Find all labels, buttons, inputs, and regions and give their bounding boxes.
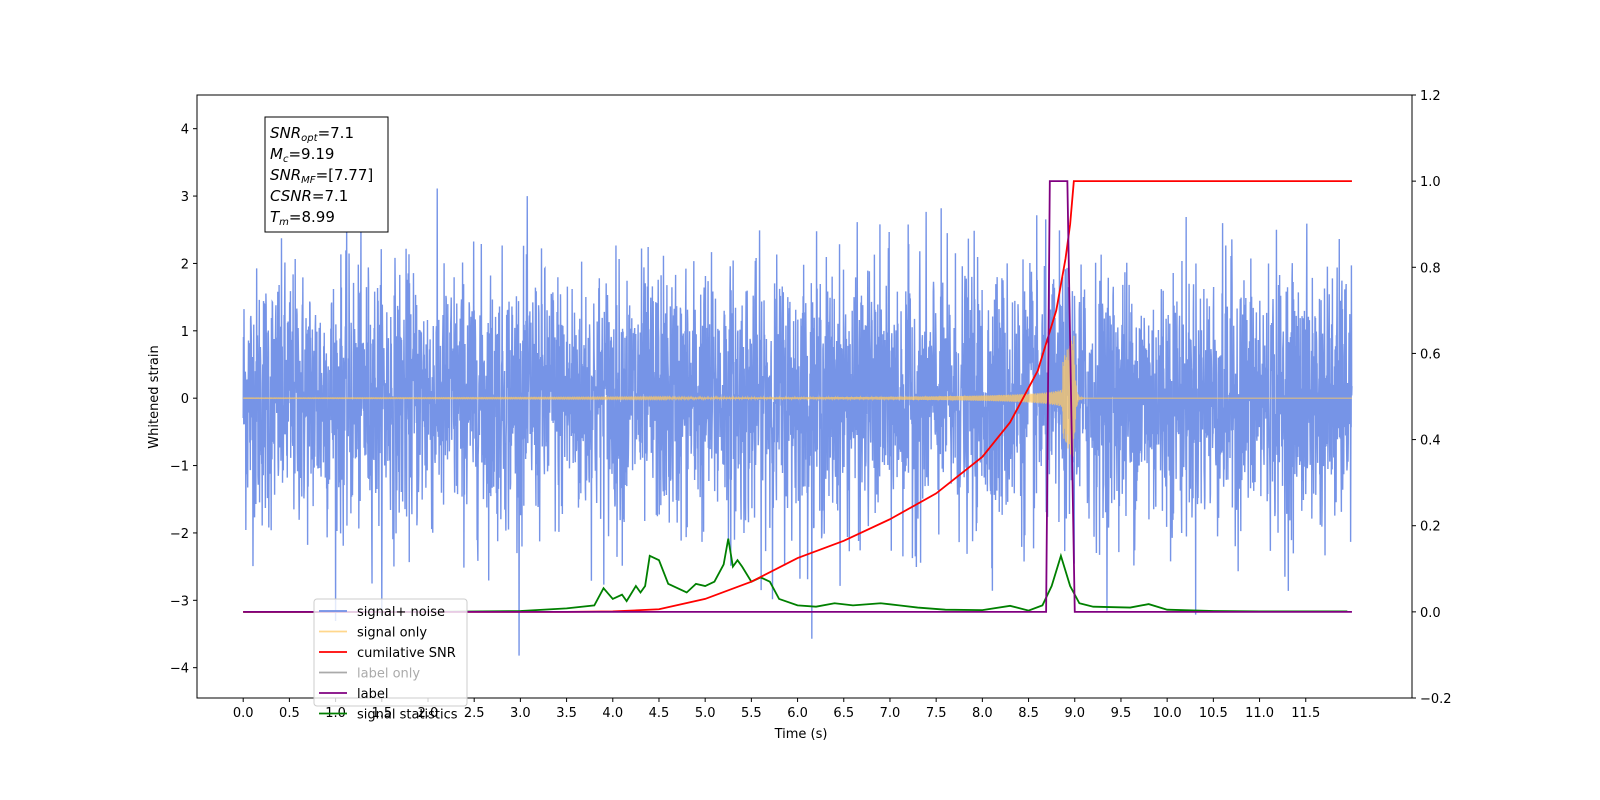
plot-area: [242, 180, 1353, 656]
x-tick-label: 3.0: [510, 706, 531, 721]
y-tick-label: 2: [181, 257, 189, 272]
info-symbol: M: [270, 145, 283, 163]
x-tick-label: 6.0: [787, 706, 808, 721]
y-tick-label: 0: [181, 392, 189, 407]
legend-entry: cumilative SNR: [357, 646, 456, 661]
y-tick-label: −1: [170, 460, 189, 475]
legend-entry: signal+ noise: [357, 605, 445, 620]
x-tick-label: 6.5: [833, 706, 854, 721]
info-subscript: MF: [301, 175, 316, 186]
info-value: =[7.77]: [316, 166, 374, 184]
series-signal-noise: [242, 188, 1353, 656]
series-signal-only: [242, 335, 1352, 457]
y2-tick-label: 0.6: [1420, 347, 1441, 362]
info-subscript: c: [283, 154, 289, 165]
y-tick-label: 4: [181, 123, 189, 138]
series-right-axis: [243, 180, 1352, 613]
y-axis-label: Whitened strain: [147, 345, 162, 448]
info-box-frame: [264, 116, 389, 233]
info-symbol: T: [270, 208, 281, 226]
info-value: =7.1: [318, 124, 354, 142]
y2-tick-label: 0.2: [1420, 520, 1441, 535]
y2-tick-label: 0.0: [1420, 606, 1441, 621]
y-tick-label: −2: [170, 527, 189, 542]
info-box-line: SNRopt=7.1: [270, 124, 354, 144]
x-tick-label: 3.5: [556, 706, 577, 721]
x-tick-label: 8.5: [1018, 706, 1039, 721]
x-tick-label: 9.5: [1111, 706, 1132, 721]
info-box: SNRopt=7.1Mc=9.19SNRMF=[7.77]CSNR=7.1Tm=…: [264, 116, 389, 233]
info-box-line: CSNR=7.1: [270, 187, 348, 205]
x-tick-label: 5.0: [695, 706, 716, 721]
info-box-line: Tm=8.99: [270, 208, 335, 228]
x-axis: 0.0 0.5 1.0 1.5 2.0 2.5 3.0 3.5 4.0 4.5 5.0 5.5 6.0 6…: [233, 698, 1320, 721]
info-value: =9.19: [288, 145, 334, 163]
label-line: [243, 180, 1352, 613]
legend-entry: signal only: [357, 626, 427, 641]
y-tick-label: −4: [170, 662, 189, 677]
y-axis-right: 1.2 1.0 0.8 0.6 0.4 0.2 0.0 −0.2: [1412, 89, 1452, 707]
info-symbol: SNR: [270, 124, 301, 142]
x-tick-label: 5.5: [741, 706, 762, 721]
y2-tick-label: 0.8: [1420, 261, 1441, 276]
x-tick-label: 11.5: [1291, 706, 1320, 721]
signal-only-line: [242, 335, 1352, 457]
x-tick-label: 11.0: [1245, 706, 1274, 721]
y-tick-label: 1: [181, 325, 189, 340]
y2-tick-label: 1.0: [1420, 175, 1441, 190]
y-tick-label: 3: [181, 190, 189, 205]
info-symbol: SNR: [270, 166, 301, 184]
x-tick-label: 8.0: [972, 706, 993, 721]
info-box-line: SNRMF=[7.77]: [270, 166, 373, 186]
x-tick-label: 4.0: [602, 706, 623, 721]
info-subscript: m: [279, 217, 289, 228]
x-tick-label: 10.0: [1153, 706, 1182, 721]
legend-entry: label only: [357, 667, 420, 682]
x-tick-label: 2.5: [464, 706, 485, 721]
x-axis-label: Time (s): [774, 727, 828, 742]
x-tick-label: 7.0: [880, 706, 901, 721]
info-box-line: Mc=9.19: [270, 145, 334, 165]
x-tick-label: 10.5: [1199, 706, 1228, 721]
x-tick-label: 4.5: [649, 706, 670, 721]
cumulative-snr-line: [243, 180, 1352, 613]
legend: signal+ noise signal only cumilative SNR la…: [313, 598, 468, 723]
y2-tick-label: 0.4: [1420, 434, 1441, 449]
info-symbol: CSNR: [270, 187, 312, 205]
x-tick-label: 2.0: [418, 706, 439, 721]
info-value: =8.99: [289, 208, 335, 226]
info-subscript: opt: [301, 133, 318, 144]
y-axis-left: 4 3 2 1 0 −1 −2 −3 −4: [170, 123, 197, 677]
info-value: =7.1: [312, 187, 348, 205]
signal-noise-line: [242, 188, 1353, 656]
axes-frame: [196, 94, 1413, 699]
legend-entry: signal statistics: [357, 708, 458, 723]
x-tick-label: 0.0: [233, 706, 254, 721]
x-tick-label: 1.5: [371, 706, 392, 721]
x-tick-label: 9.0: [1064, 706, 1085, 721]
y-tick-label: −3: [170, 594, 189, 609]
y2-tick-label: 1.2: [1420, 89, 1441, 104]
x-tick-label: 7.5: [926, 706, 947, 721]
legend-frame: [313, 598, 468, 707]
x-tick-label: 0.5: [279, 706, 300, 721]
y2-tick-label: −0.2: [1420, 692, 1452, 707]
legend-entry: label: [357, 687, 388, 702]
